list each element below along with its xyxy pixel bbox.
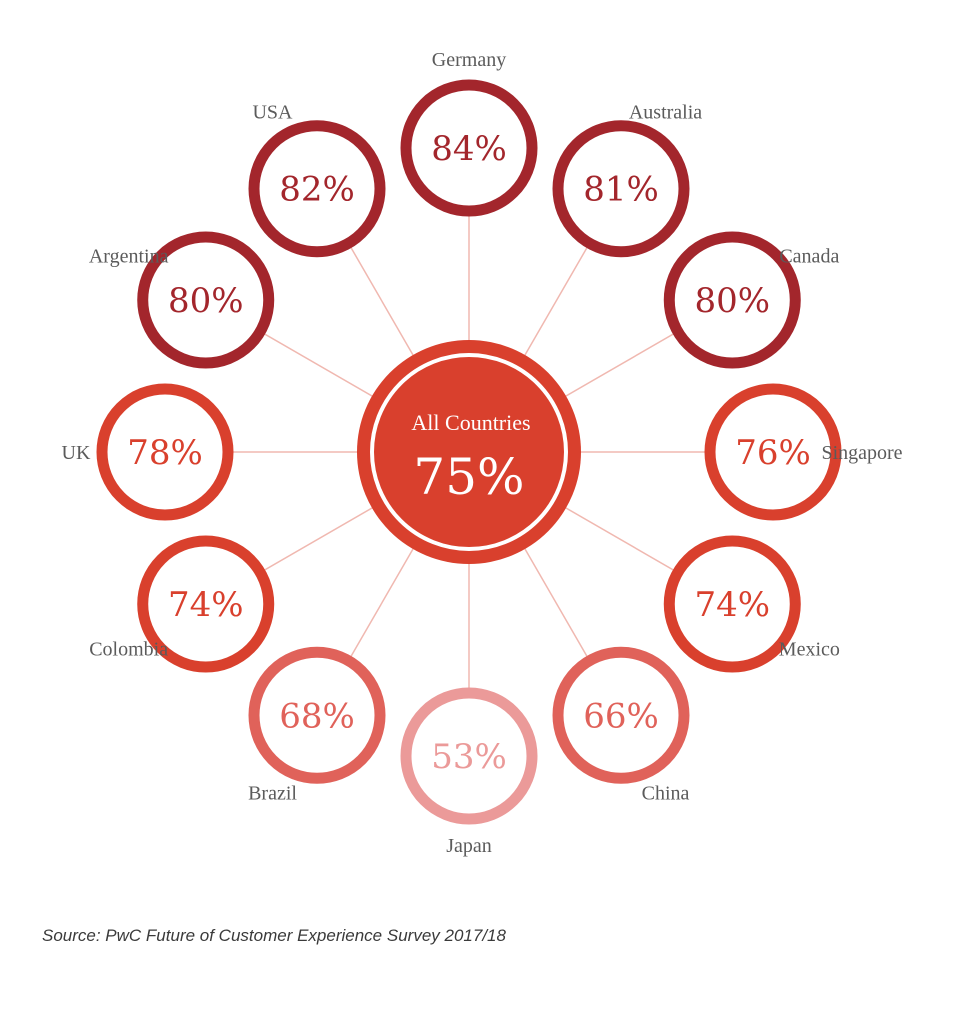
center-inner-ring xyxy=(370,353,568,551)
value-singapore: 76% xyxy=(735,433,811,473)
label-colombia: Colombia xyxy=(89,639,168,661)
bubble-colombia xyxy=(137,535,275,673)
bubble-germany xyxy=(400,79,538,217)
value-japan: 53% xyxy=(431,737,507,777)
bubble-japan xyxy=(400,687,538,825)
label-uk: UK xyxy=(62,442,91,464)
bubble-brazil xyxy=(248,646,386,784)
label-australia: Australia xyxy=(629,102,702,124)
center-outer-ring xyxy=(357,340,581,564)
value-mexico: 74% xyxy=(694,585,770,625)
bubble-mexico xyxy=(663,535,801,673)
label-canada: Canada xyxy=(779,246,839,268)
value-uk: 78% xyxy=(127,433,203,473)
value-australia: 81% xyxy=(583,170,659,210)
bubble-canada xyxy=(663,231,801,369)
label-argentina: Argentina xyxy=(89,246,169,268)
bubble-argentina xyxy=(137,231,275,369)
value-usa: 82% xyxy=(279,170,355,210)
center-bubble: All Countries 75% xyxy=(357,340,581,564)
label-germany: Germany xyxy=(432,49,506,71)
value-canada: 80% xyxy=(694,281,770,321)
label-mexico: Mexico xyxy=(779,639,840,661)
value-germany: 84% xyxy=(431,129,507,169)
bubble-china xyxy=(552,646,690,784)
country-bubbles: 84% Germany 81% Australia 80% Canada 76% Singap… xyxy=(62,49,903,857)
bubble-singapore xyxy=(704,383,842,521)
label-singapore: Singapore xyxy=(821,442,902,464)
value-argentina: 80% xyxy=(168,281,244,321)
value-colombia: 74% xyxy=(168,585,244,625)
label-brazil: Brazil xyxy=(248,782,297,804)
source-note: Source: PwC Future of Customer Experienc… xyxy=(42,926,506,945)
center-label: All Countries xyxy=(411,410,530,435)
label-japan: Japan xyxy=(446,835,492,857)
value-china: 66% xyxy=(583,696,659,736)
bubble-uk xyxy=(96,383,234,521)
center-value: 75% xyxy=(413,448,524,506)
bubble-australia xyxy=(552,120,690,258)
value-brazil: 68% xyxy=(279,696,355,736)
bubble-usa xyxy=(248,120,386,258)
label-usa: USA xyxy=(252,102,293,124)
label-china: China xyxy=(642,782,690,804)
